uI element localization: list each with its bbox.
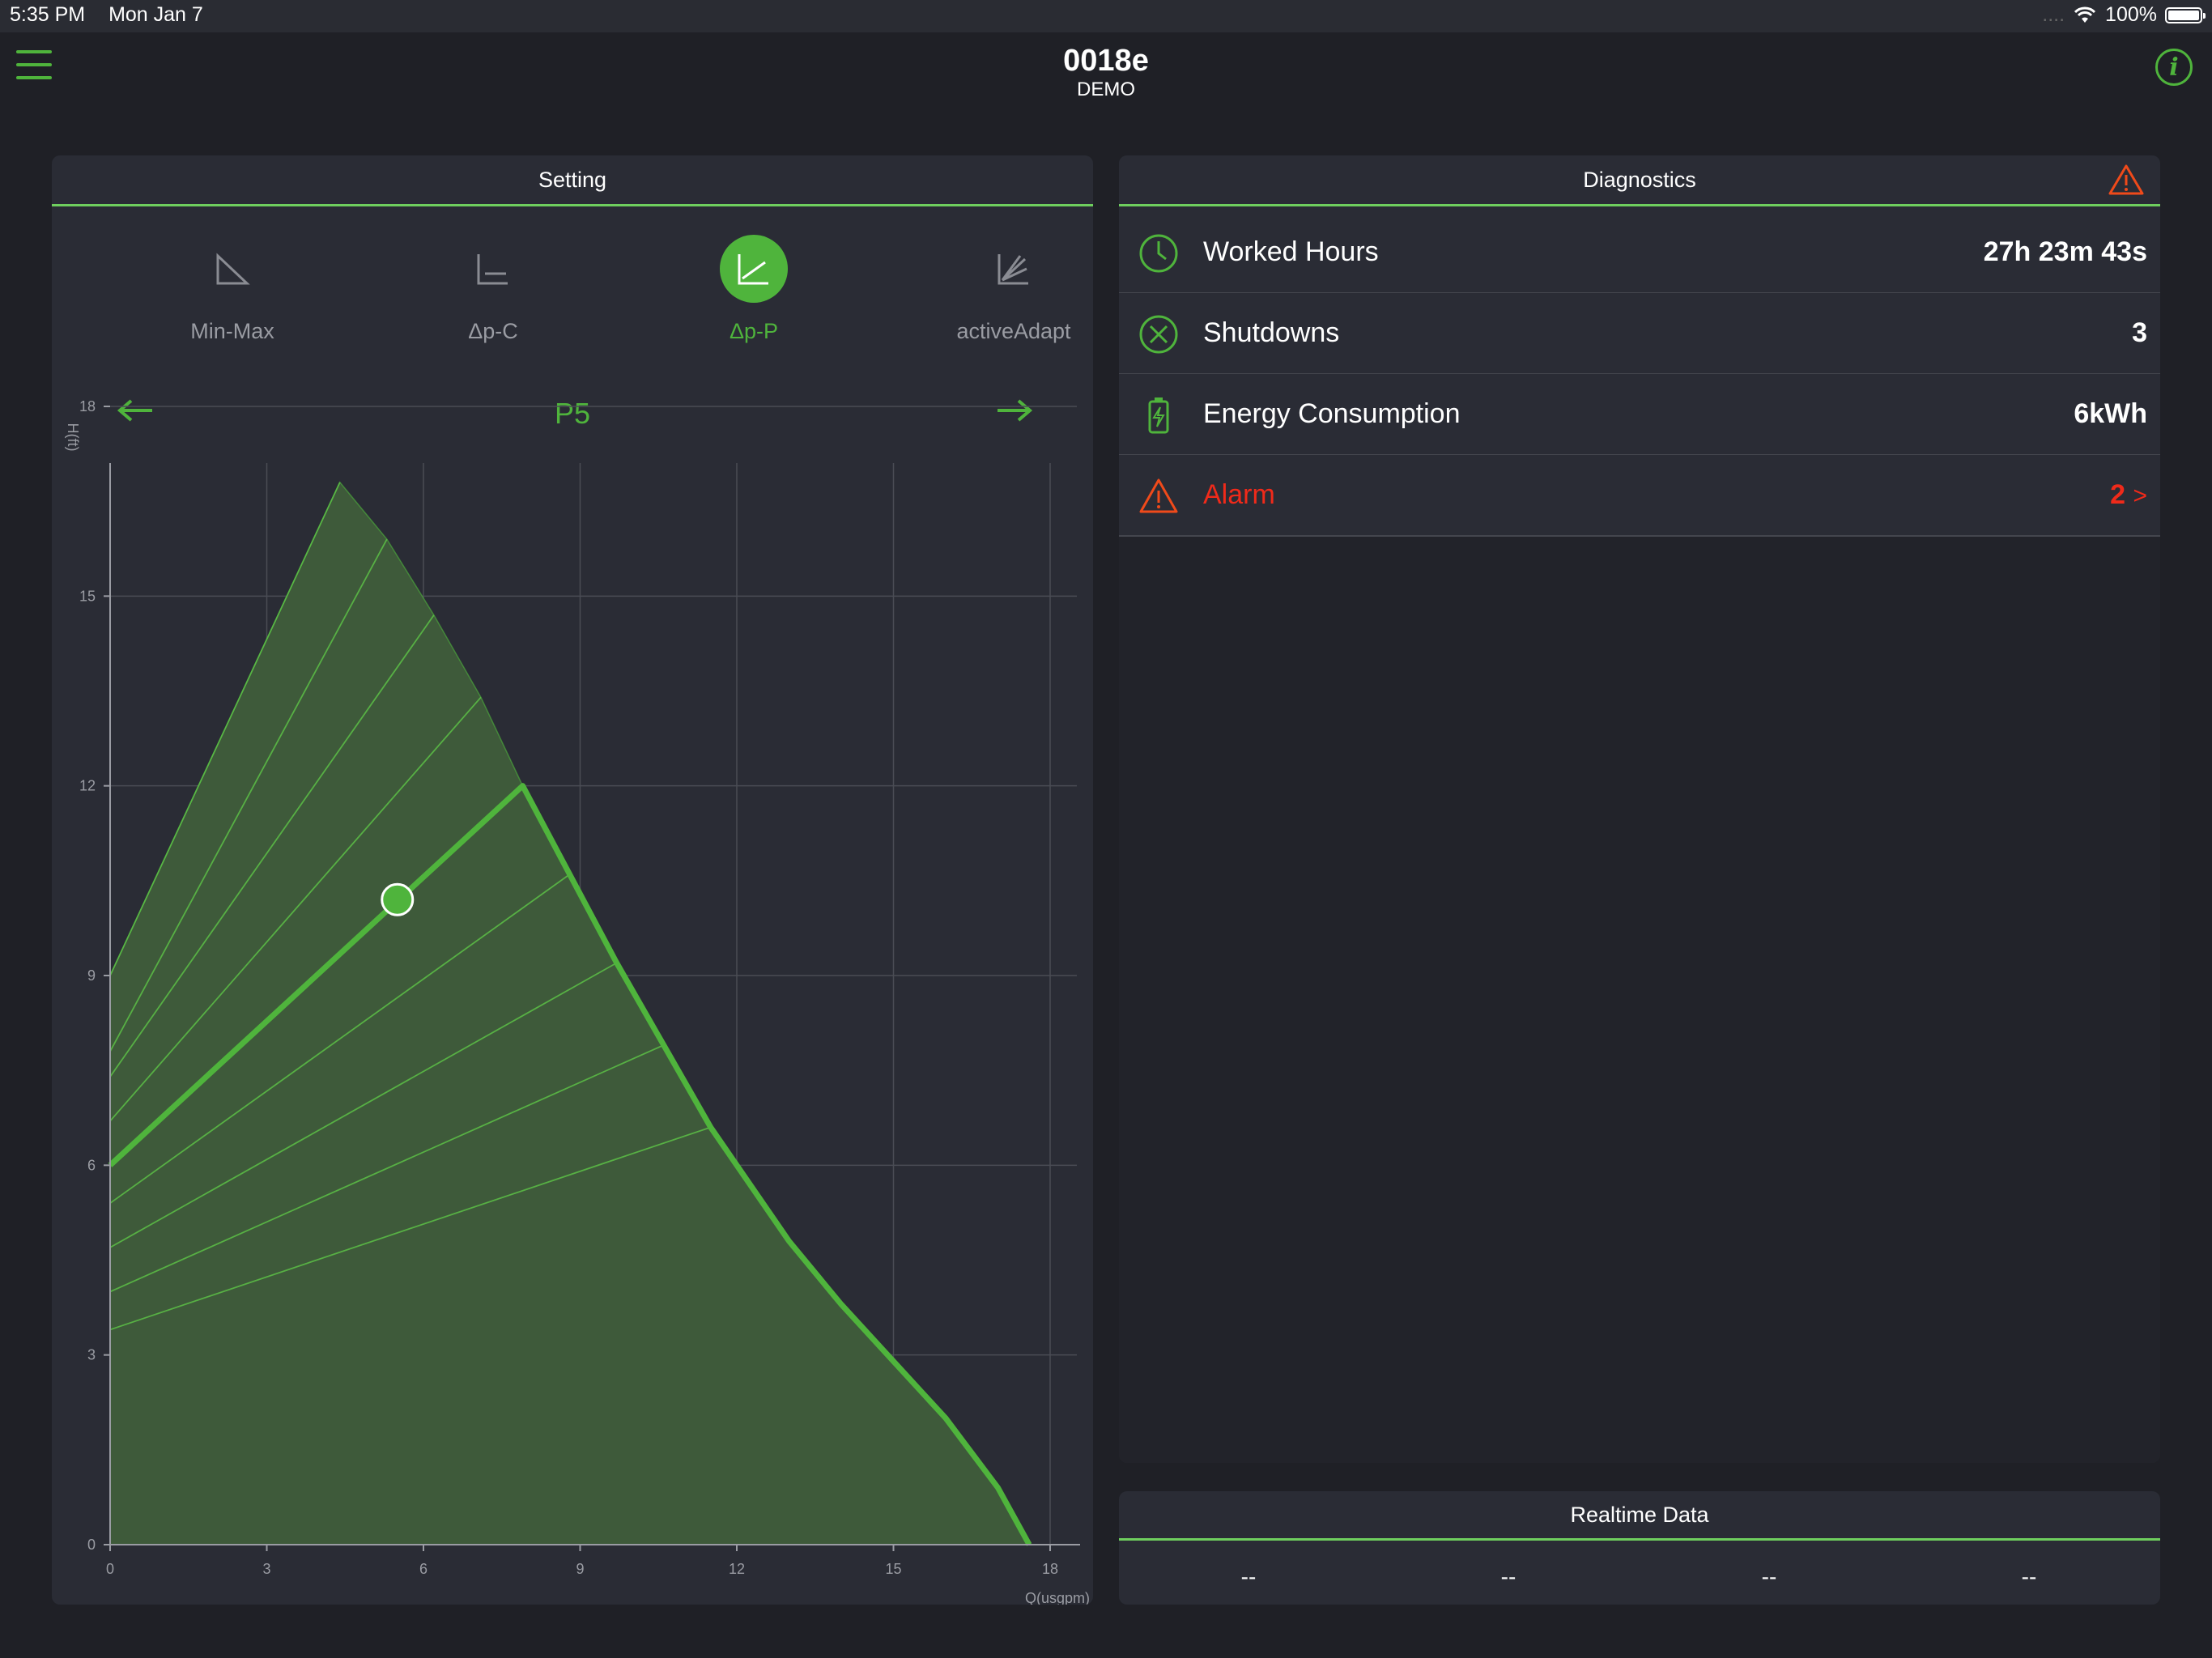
list-item-energy: Energy Consumption 6kWh <box>1119 374 2160 456</box>
signal-dots: .... <box>2042 3 2065 26</box>
row-value: 27h 23m 43s <box>1983 236 2147 267</box>
mode-label: Δp-C <box>468 319 518 343</box>
y-tick-label: 3 <box>87 1347 96 1363</box>
control-curve-1 <box>109 538 388 1052</box>
realtime-value: -- <box>1240 1564 1257 1589</box>
row-value: 3 <box>2132 317 2147 348</box>
realtime-value: -- <box>2021 1564 2037 1589</box>
arrow-right-icon[interactable] <box>996 398 1033 423</box>
mode-dp-c[interactable]: Δp-C <box>404 235 582 344</box>
y-tick-label: 15 <box>79 588 96 604</box>
diagnostics-list: Worked Hours 27h 23m 43s Shutdowns 3 Ene… <box>1119 212 2160 1463</box>
control-curve-3 <box>109 696 482 1122</box>
x-tick-label: 9 <box>576 1561 584 1577</box>
mode-active-adapt[interactable]: activeAdapt <box>925 235 1093 344</box>
dp-p-icon <box>738 254 768 285</box>
mode-label: Min-Max <box>190 319 274 343</box>
control-curve-5 <box>109 874 571 1204</box>
chevron-right-icon: > <box>2133 483 2147 509</box>
min-max-icon <box>216 253 250 285</box>
y-tick-label: 9 <box>87 967 96 984</box>
clock-icon <box>1139 234 1178 273</box>
battery-percent: 100% <box>2105 3 2157 26</box>
wifi-icon <box>2074 6 2096 23</box>
x-tick-label: 12 <box>729 1561 745 1577</box>
menu-icon[interactable] <box>16 50 52 84</box>
row-label: Shutdowns <box>1203 317 1340 348</box>
battery-bolt-icon <box>1148 397 1169 434</box>
diagnostics-panel: Diagnostics Worked Hours 27h 23m 43s Shu… <box>1119 155 2160 1463</box>
selected-curve <box>108 783 1032 1546</box>
y-tick-label: 18 <box>79 398 96 414</box>
battery-icon <box>2165 6 2206 23</box>
page-subtitle: DEMO <box>1077 79 1135 100</box>
status-date: Mon Jan 7 <box>108 3 203 26</box>
y-tick-label: 12 <box>79 778 96 794</box>
realtime-panel: Realtime Data -- -- -- -- <box>1119 1491 2160 1605</box>
operating-point-handle[interactable] <box>381 882 415 916</box>
control-curve-8 <box>109 1126 712 1331</box>
x-axis-label: Q(usgpm) <box>1025 1590 1090 1605</box>
active-adapt-icon <box>998 254 1028 285</box>
y-tick-label: 0 <box>87 1537 96 1553</box>
list-item-alarm[interactable]: Alarm 2 > <box>1119 455 2160 537</box>
y-axis-label: H(ft) <box>65 423 81 452</box>
row-value: 6kWh <box>2074 398 2147 429</box>
warning-icon[interactable] <box>2108 164 2144 196</box>
setting-panel: Setting Min-Max Δp-C Δp-P activeAdapt P5… <box>52 155 1093 1605</box>
warning-icon <box>1139 478 1178 513</box>
list-item-worked-hours: Worked Hours 27h 23m 43s <box>1119 212 2160 294</box>
x-tick-label: 0 <box>106 1561 114 1577</box>
x-tick-label: 3 <box>262 1561 270 1577</box>
y-tick-label: 6 <box>87 1157 96 1173</box>
info-icon[interactable]: i <box>2155 49 2193 86</box>
page-title: 0018e <box>1063 44 1149 78</box>
status-time: 5:35 PM <box>10 3 86 26</box>
list-item-shutdowns: Shutdowns 3 <box>1119 293 2160 375</box>
mode-min-max[interactable]: Min-Max <box>143 235 321 344</box>
dp-c-icon <box>477 254 508 285</box>
arrow-left-icon[interactable] <box>117 398 154 423</box>
mode-label: activeAdapt <box>956 319 1071 343</box>
control-curve-0 <box>109 482 341 976</box>
alarm-count: 2 <box>2110 479 2126 510</box>
x-tick-label: 18 <box>1042 1561 1058 1577</box>
status-bar: 5:35 PM Mon Jan 7 .... 100% <box>0 0 2212 32</box>
control-curve-2 <box>109 614 435 1078</box>
x-tick-label: 6 <box>419 1561 428 1577</box>
operating-envelope <box>109 481 1031 1545</box>
control-curve-6 <box>109 962 618 1248</box>
mode-dp-p[interactable]: Δp-P <box>665 235 843 344</box>
realtime-value: -- <box>1761 1564 1777 1589</box>
row-label: Alarm <box>1203 479 1275 510</box>
pump-curve-chart[interactable]: 0 3 6 9 12 15 18 0 3 6 9 12 15 18 Q(usgpm) H(ft) <box>52 155 1093 1605</box>
mode-label: Δp-P <box>729 319 779 343</box>
x-tick-label: 15 <box>885 1561 901 1577</box>
control-curve-7 <box>109 1044 665 1293</box>
shutdown-icon <box>1139 315 1178 354</box>
curve-name: P5 <box>554 397 591 430</box>
row-label: Worked Hours <box>1203 236 1379 267</box>
row-label: Energy Consumption <box>1203 398 1461 429</box>
setting-panel-title: Setting <box>52 155 1093 206</box>
diagnostics-panel-title: Diagnostics <box>1119 155 2160 206</box>
realtime-value: -- <box>1500 1564 1516 1589</box>
realtime-panel-title: Realtime Data <box>1119 1491 2160 1541</box>
